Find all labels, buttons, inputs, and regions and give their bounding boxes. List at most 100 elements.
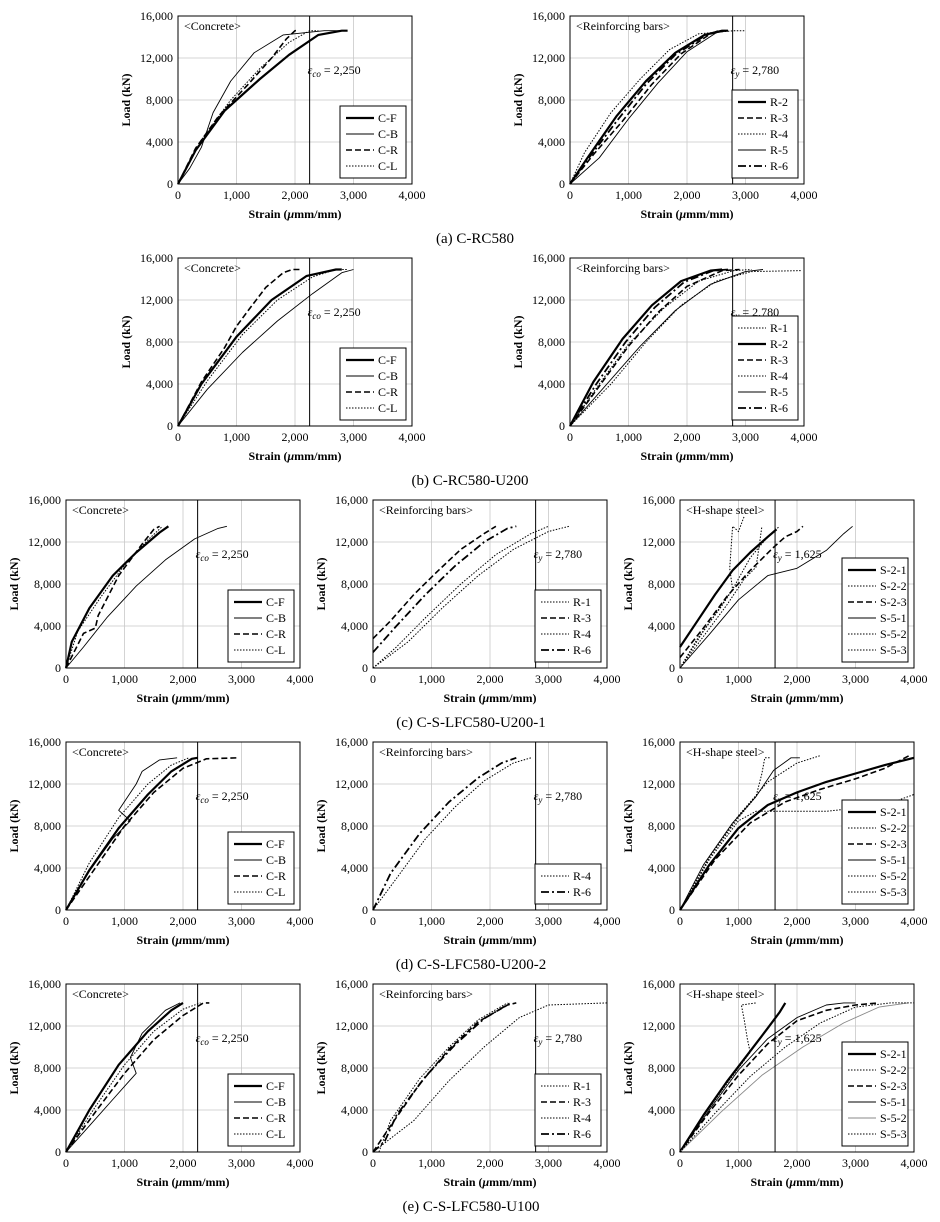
x-tick-label: 0 bbox=[370, 1156, 376, 1170]
caption-c: (c) C-S-LFC580-U200-1 bbox=[396, 715, 546, 731]
y-tick-label: 16,000 bbox=[642, 977, 675, 991]
legend-label: R-2 bbox=[770, 337, 788, 351]
y-tick-label: 4,000 bbox=[34, 861, 61, 875]
y-tick-label: 0 bbox=[55, 661, 61, 675]
legend-label: R-3 bbox=[770, 111, 788, 125]
x-tick-label: 4,000 bbox=[287, 914, 314, 928]
legend-label: R-3 bbox=[573, 611, 591, 625]
x-axis-title: Strain (μmm/mm) bbox=[248, 207, 341, 221]
chart-panel-13: εy = 1,625 <H-shape steel> 0 1,000 2,000 3,00… bbox=[621, 977, 928, 1189]
legend-label: C-F bbox=[266, 1079, 285, 1093]
plot-frame bbox=[679, 983, 915, 1153]
panel-title: <Reinforcing bars> bbox=[379, 503, 473, 517]
panel-title: <Concrete> bbox=[72, 503, 129, 517]
legend-label: S-5-3 bbox=[880, 643, 907, 657]
chart-panel-10: εy = 1,625 <H-shape steel> 0 1,000 2,000 3,00… bbox=[621, 735, 928, 947]
series-line-S-5-3 bbox=[679, 1002, 914, 1153]
x-tick-label: 0 bbox=[677, 1156, 683, 1170]
x-axis-title: Strain (μmm/mm) bbox=[248, 449, 341, 463]
legend-label: C-L bbox=[378, 159, 397, 173]
legend-label: S-5-1 bbox=[880, 611, 907, 625]
series-line-S-5-2 bbox=[679, 1002, 909, 1153]
y-tick-label: 0 bbox=[559, 419, 565, 433]
x-axis-title: Strain (μmm/mm) bbox=[443, 691, 536, 705]
legend-label: R-4 bbox=[573, 1111, 591, 1125]
legend-label: S-5-2 bbox=[880, 869, 907, 883]
y-tick-label: 8,000 bbox=[146, 335, 173, 349]
series-line-R-6 bbox=[372, 756, 517, 911]
y-tick-label: 8,000 bbox=[34, 819, 61, 833]
legend-label: R-4 bbox=[573, 869, 591, 883]
y-axis-title: Load (kN) bbox=[119, 73, 133, 126]
reference-label: εco = 2,250 bbox=[196, 1031, 249, 1047]
y-tick-label: 0 bbox=[362, 1145, 368, 1159]
reference-label: εco = 2,250 bbox=[308, 63, 361, 79]
legend-label: C-L bbox=[266, 885, 285, 899]
series-line-S-5-1 bbox=[679, 757, 800, 911]
y-tick-label: 12,000 bbox=[28, 1019, 61, 1033]
y-tick-label: 16,000 bbox=[642, 493, 675, 507]
y-tick-label: 16,000 bbox=[335, 735, 368, 749]
legend-label: R-6 bbox=[770, 401, 788, 415]
chart-panel-4: εy = 2,780<Reinforcing bars>01,0002,0003… bbox=[511, 251, 818, 463]
series-line-S-2-3 bbox=[679, 753, 912, 911]
plot-frame bbox=[679, 741, 915, 911]
legend-label: R-6 bbox=[573, 643, 591, 657]
y-tick-label: 12,000 bbox=[532, 293, 565, 307]
reference-label: εco = 2,250 bbox=[308, 305, 361, 321]
caption-b: (b) C-RC580-U200 bbox=[411, 473, 528, 489]
y-tick-label: 4,000 bbox=[648, 619, 675, 633]
x-tick-label: 1,000 bbox=[111, 914, 138, 928]
y-tick-label: 8,000 bbox=[34, 577, 61, 591]
y-tick-label: 16,000 bbox=[335, 977, 368, 991]
y-tick-label: 8,000 bbox=[648, 819, 675, 833]
y-tick-label: 12,000 bbox=[335, 777, 368, 791]
y-tick-label: 8,000 bbox=[146, 93, 173, 107]
x-tick-label: 3,000 bbox=[228, 914, 255, 928]
legend: C-F C-B C-R C-L bbox=[227, 831, 295, 905]
series-line-R-3 bbox=[569, 268, 740, 427]
x-tick-label: 0 bbox=[677, 914, 683, 928]
series-line-S-2-1 bbox=[679, 528, 778, 648]
x-tick-label: 4,000 bbox=[287, 1156, 314, 1170]
legend-label: C-F bbox=[378, 353, 397, 367]
y-tick-label: 0 bbox=[669, 661, 675, 675]
legend-label: R-5 bbox=[770, 143, 788, 157]
reference-label: εco = 2,250 bbox=[196, 547, 249, 563]
series-line-R-2 bbox=[569, 268, 723, 427]
legend-label: R-4 bbox=[770, 369, 788, 383]
y-tick-label: 0 bbox=[167, 177, 173, 191]
x-tick-label: 2,000 bbox=[477, 1156, 504, 1170]
x-tick-label: 1,000 bbox=[223, 430, 250, 444]
x-tick-label: 3,000 bbox=[535, 672, 562, 686]
y-tick-label: 16,000 bbox=[28, 493, 61, 507]
series-line-R-4 bbox=[569, 270, 802, 427]
legend-label: C-R bbox=[266, 627, 286, 641]
y-tick-label: 0 bbox=[362, 903, 368, 917]
plot-frame bbox=[679, 499, 915, 669]
series-line-C-L bbox=[65, 757, 190, 911]
x-tick-label: 2,000 bbox=[170, 1156, 197, 1170]
y-tick-label: 12,000 bbox=[532, 51, 565, 65]
plot-frame bbox=[65, 741, 301, 911]
x-tick-label: 2,000 bbox=[170, 914, 197, 928]
reference-label: εco = 2,250 bbox=[196, 789, 249, 805]
chart-panel-8: εco = 2,250 <Concrete> 0 1,000 2,000 3,000 4,0… bbox=[7, 735, 314, 947]
x-axis-title: Strain (μmm/mm) bbox=[136, 1175, 229, 1189]
x-tick-label: 0 bbox=[63, 1156, 69, 1170]
y-tick-label: 16,000 bbox=[28, 977, 61, 991]
x-tick-label: 2,000 bbox=[477, 672, 504, 686]
reference-label: εy = 2,780 bbox=[731, 63, 780, 79]
y-tick-label: 0 bbox=[559, 177, 565, 191]
x-tick-label: 1,000 bbox=[223, 188, 250, 202]
x-tick-label: 3,000 bbox=[842, 914, 869, 928]
series-line-R-6 bbox=[569, 268, 729, 427]
legend-label: C-R bbox=[378, 385, 398, 399]
legend-box bbox=[841, 557, 909, 663]
reference-label: εy = 1,625 bbox=[773, 547, 822, 563]
y-tick-label: 0 bbox=[669, 903, 675, 917]
legend-label: R-3 bbox=[573, 1095, 591, 1109]
series-line-S-5-3 bbox=[679, 525, 780, 669]
x-tick-label: 3,000 bbox=[842, 1156, 869, 1170]
caption-e: (e) C-S-LFC580-U100 bbox=[402, 1199, 539, 1215]
